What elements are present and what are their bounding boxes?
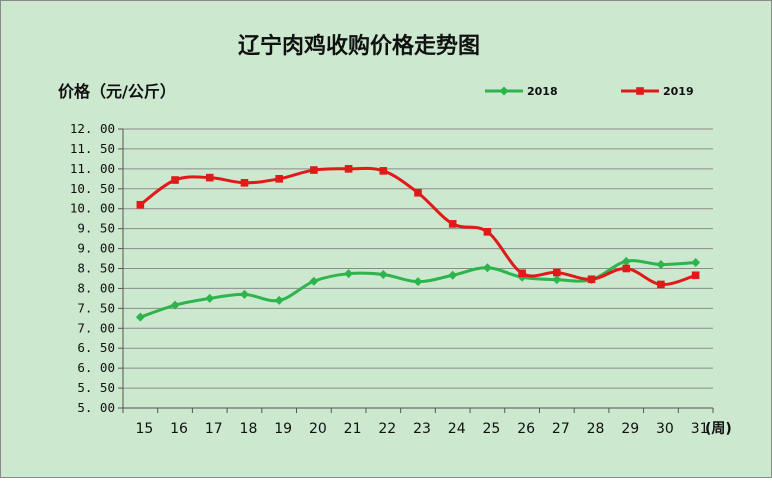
legend: 2018 2019 (485, 85, 694, 98)
y-tick-label: 6. 50 (77, 340, 115, 355)
x-tick-label: 15 (135, 421, 153, 437)
data-point-2019 (587, 275, 596, 284)
data-point-2018 (413, 277, 423, 287)
y-tick-label: 11. 50 (70, 141, 115, 156)
data-point-2019 (553, 268, 561, 277)
data-point-2018 (621, 256, 631, 266)
x-tick-label: 17 (205, 421, 223, 437)
data-point-2019 (622, 264, 631, 273)
y-tick-label: 10. 00 (70, 201, 115, 216)
series-2018 (135, 256, 701, 322)
data-point-2018 (482, 263, 492, 273)
series-layer (135, 165, 701, 322)
legend-marker-2018 (499, 86, 509, 96)
data-point-2018 (448, 270, 458, 280)
x-tick-label: 27 (552, 421, 570, 437)
data-point-2019 (205, 173, 214, 182)
data-point-2019 (171, 176, 179, 184)
x-tick-label: 28 (587, 421, 605, 437)
y-tick-label: 5. 00 (77, 400, 115, 415)
x-tick-label: 16 (170, 421, 188, 437)
y-axis-label: 价格（元/公斤） (58, 82, 176, 101)
data-point-2018 (309, 276, 319, 286)
data-point-2019 (136, 200, 145, 209)
data-point-2018 (205, 293, 215, 303)
x-tick-label: 20 (309, 421, 327, 437)
data-point-2019 (691, 271, 700, 280)
y-tick-label: 6. 00 (77, 360, 115, 375)
legend-marker-2019 (636, 87, 644, 95)
y-tick-label: 7. 50 (77, 300, 115, 315)
data-point-2019 (240, 179, 249, 187)
y-tick-label: 5. 50 (77, 380, 115, 395)
y-tick-label: 8. 50 (77, 261, 115, 276)
data-point-2018 (691, 258, 701, 268)
y-tick-label: 8. 00 (77, 280, 115, 295)
y-axis-ticks: 5. 00 5. 50 6. 00 6. 50 7. 00 7. 50 8. 00 8. 50… (70, 121, 123, 415)
data-point-2018 (552, 275, 562, 285)
y-tick-label: 9. 00 (77, 241, 115, 256)
legend-label-2018: 2018 (527, 85, 558, 98)
data-point-2019 (448, 220, 457, 228)
data-point-2018 (344, 269, 354, 279)
data-point-2019 (483, 228, 492, 236)
data-point-2019 (344, 165, 353, 173)
data-point-2018 (170, 300, 180, 310)
data-point-2019 (518, 269, 526, 278)
data-point-2019 (275, 175, 283, 183)
x-tick-label: 30 (656, 421, 674, 437)
data-point-2018 (274, 295, 284, 305)
data-point-2018 (656, 260, 666, 270)
x-tick-label: 24 (448, 421, 466, 437)
y-tick-label: 11. 00 (70, 161, 115, 176)
chart-title: 辽宁肉鸡收购价格走势图 (238, 33, 480, 59)
x-tick-label: 31 (691, 421, 709, 437)
data-point-2018 (378, 269, 388, 279)
x-tick-label: 19 (274, 421, 292, 437)
y-tick-label: 12. 00 (70, 121, 115, 136)
y-tick-label: 9. 50 (77, 221, 115, 236)
x-tick-label: 21 (344, 421, 362, 437)
x-tick-label: 18 (240, 421, 258, 437)
x-axis-unit-label: (周) (705, 421, 732, 437)
data-point-2019 (379, 167, 388, 175)
x-tick-label: 26 (517, 421, 535, 437)
data-point-2019 (310, 166, 318, 174)
series-2019 (136, 165, 700, 289)
x-tick-label: 22 (378, 421, 396, 437)
y-tick-label: 7. 00 (77, 320, 115, 335)
x-axis-ticks: 15 16 17 18 19 20 21 22 23 24 25 26 27 28 29 30 31 (122, 408, 714, 437)
data-point-2019 (657, 280, 665, 289)
x-tick-label: 29 (621, 421, 639, 437)
data-point-2018 (135, 312, 145, 322)
legend-label-2019: 2019 (663, 85, 694, 98)
data-point-2019 (414, 188, 422, 197)
y-tick-label: 10. 50 (70, 181, 115, 196)
x-tick-label: 25 (482, 421, 500, 437)
data-point-2018 (239, 289, 249, 299)
x-tick-label: 23 (413, 421, 431, 437)
